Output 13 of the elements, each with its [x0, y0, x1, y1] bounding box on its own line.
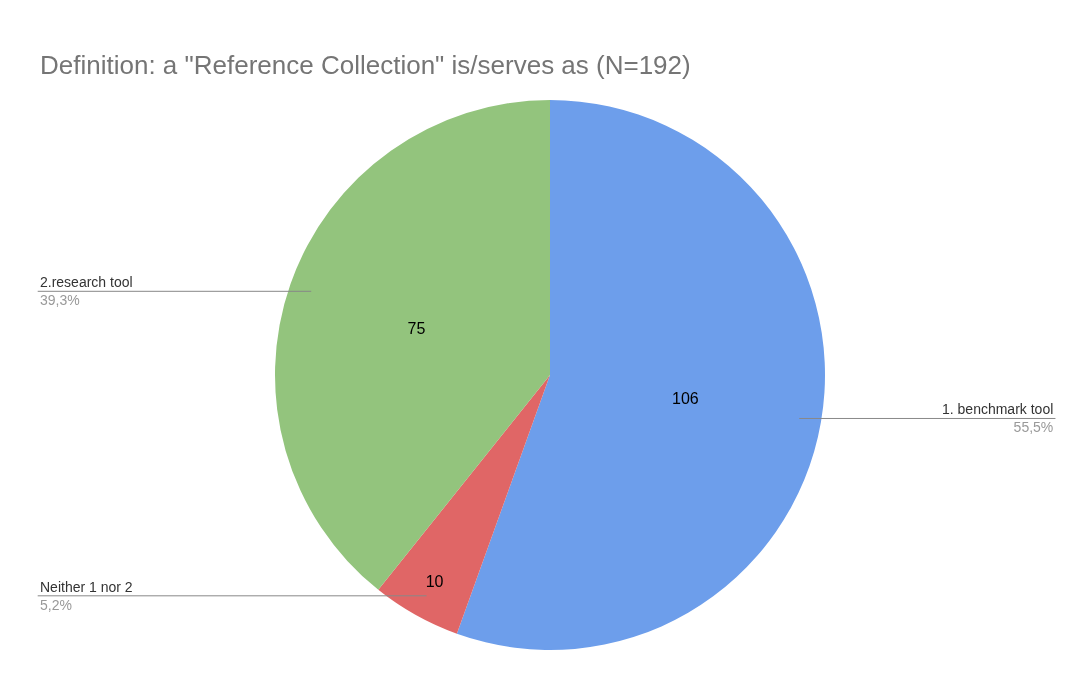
data-label: 106	[672, 390, 699, 408]
pie-slice	[456, 100, 825, 650]
text: 5,2%	[40, 597, 72, 614]
text: 39,3%	[40, 292, 80, 309]
text: 55,5%	[1013, 419, 1054, 436]
slice-label: 1. benchmark tool	[942, 401, 1054, 417]
chart-title: Definition: a "Reference Collection" is/serves as (N=192)	[40, 50, 691, 81]
data-label: 75	[407, 319, 426, 337]
pie-slice	[378, 375, 550, 634]
slice-label: 2.research tool	[40, 274, 133, 290]
data-label: 10	[425, 572, 444, 590]
slice-label: Neither 1 nor 2	[40, 579, 133, 595]
pie-slice	[275, 100, 550, 590]
